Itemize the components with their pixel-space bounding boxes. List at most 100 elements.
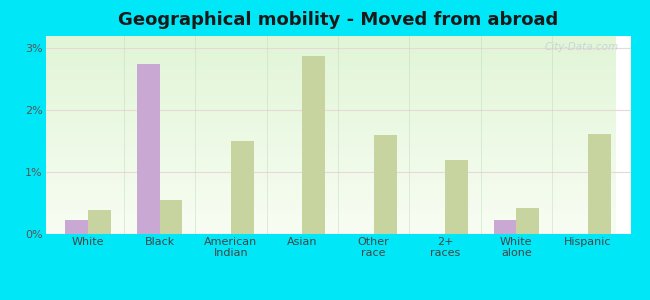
Bar (46, 196, 616, 197)
Bar (46, 59, 616, 60)
Bar (46, 85, 616, 86)
Bar (46, 37, 616, 38)
Bar (46, 222, 616, 223)
Bar (46, 109, 616, 110)
Bar (46, 157, 616, 158)
Bar (46, 144, 616, 145)
Bar (46, 225, 616, 226)
Bar (46, 200, 616, 201)
Bar (46, 50, 616, 51)
Bar (46, 194, 616, 195)
Bar (46, 115, 616, 116)
Bar (46, 204, 616, 205)
Bar (160, 200, 183, 234)
Bar (46, 108, 616, 109)
Bar (46, 140, 616, 141)
Bar (46, 80, 616, 82)
Bar (46, 105, 616, 106)
Bar (46, 42, 616, 43)
Bar (46, 185, 616, 187)
Bar (46, 79, 616, 80)
Bar (46, 209, 616, 210)
Bar (46, 179, 616, 181)
Bar (46, 75, 616, 76)
Bar (46, 43, 616, 44)
Bar (46, 210, 616, 211)
Bar (46, 159, 616, 160)
Bar (46, 90, 616, 92)
Bar (46, 178, 616, 179)
Bar (46, 94, 616, 95)
Bar (46, 117, 616, 118)
Bar (46, 47, 616, 48)
Bar (46, 55, 616, 56)
Bar (46, 213, 616, 214)
Bar (46, 150, 616, 151)
Bar (46, 158, 616, 159)
Bar (46, 36, 616, 37)
Bar (46, 64, 616, 65)
Bar (493, 220, 516, 234)
Bar (46, 161, 616, 162)
Bar (46, 116, 616, 117)
Bar (46, 121, 616, 122)
Bar (46, 61, 616, 62)
Bar (302, 56, 325, 234)
Bar (374, 135, 396, 234)
Bar (46, 188, 616, 190)
Bar (46, 182, 616, 184)
Bar (46, 63, 616, 64)
Bar (46, 141, 616, 142)
Bar (46, 44, 616, 45)
Bar (231, 141, 254, 234)
Bar (46, 181, 616, 182)
Bar (46, 163, 616, 164)
Bar (46, 154, 616, 155)
Bar (46, 136, 616, 137)
Bar (46, 126, 616, 127)
Bar (46, 106, 616, 107)
Bar (516, 208, 540, 234)
Bar (46, 130, 616, 131)
Bar (46, 160, 616, 161)
Bar (46, 95, 616, 96)
Bar (46, 217, 616, 218)
Bar (46, 165, 616, 166)
Text: City-Data.com: City-Data.com (545, 42, 619, 52)
Bar (46, 134, 616, 135)
Bar (46, 138, 616, 139)
Bar (46, 40, 616, 41)
Bar (46, 104, 616, 105)
Bar (46, 219, 616, 220)
Bar (46, 167, 616, 168)
Bar (46, 220, 616, 221)
Bar (46, 170, 616, 171)
Bar (46, 166, 616, 167)
Bar (46, 113, 616, 114)
Bar (46, 228, 616, 229)
Bar (46, 54, 616, 55)
Bar (46, 114, 616, 115)
Bar (46, 214, 616, 215)
Bar (46, 172, 616, 174)
Bar (46, 45, 616, 46)
Bar (46, 145, 616, 146)
Bar (46, 56, 616, 57)
Bar (46, 52, 616, 53)
Bar (46, 118, 616, 119)
Bar (46, 39, 616, 40)
Bar (46, 58, 616, 59)
Bar (46, 67, 616, 68)
Bar (46, 221, 616, 222)
Bar (46, 132, 616, 133)
Bar (46, 129, 616, 130)
Bar (46, 135, 616, 136)
Bar (88, 211, 111, 234)
Bar (445, 160, 468, 234)
Bar (46, 206, 616, 207)
Bar (46, 100, 616, 101)
Bar (46, 127, 616, 128)
Bar (46, 230, 616, 231)
Bar (46, 224, 616, 225)
Bar (46, 176, 616, 177)
